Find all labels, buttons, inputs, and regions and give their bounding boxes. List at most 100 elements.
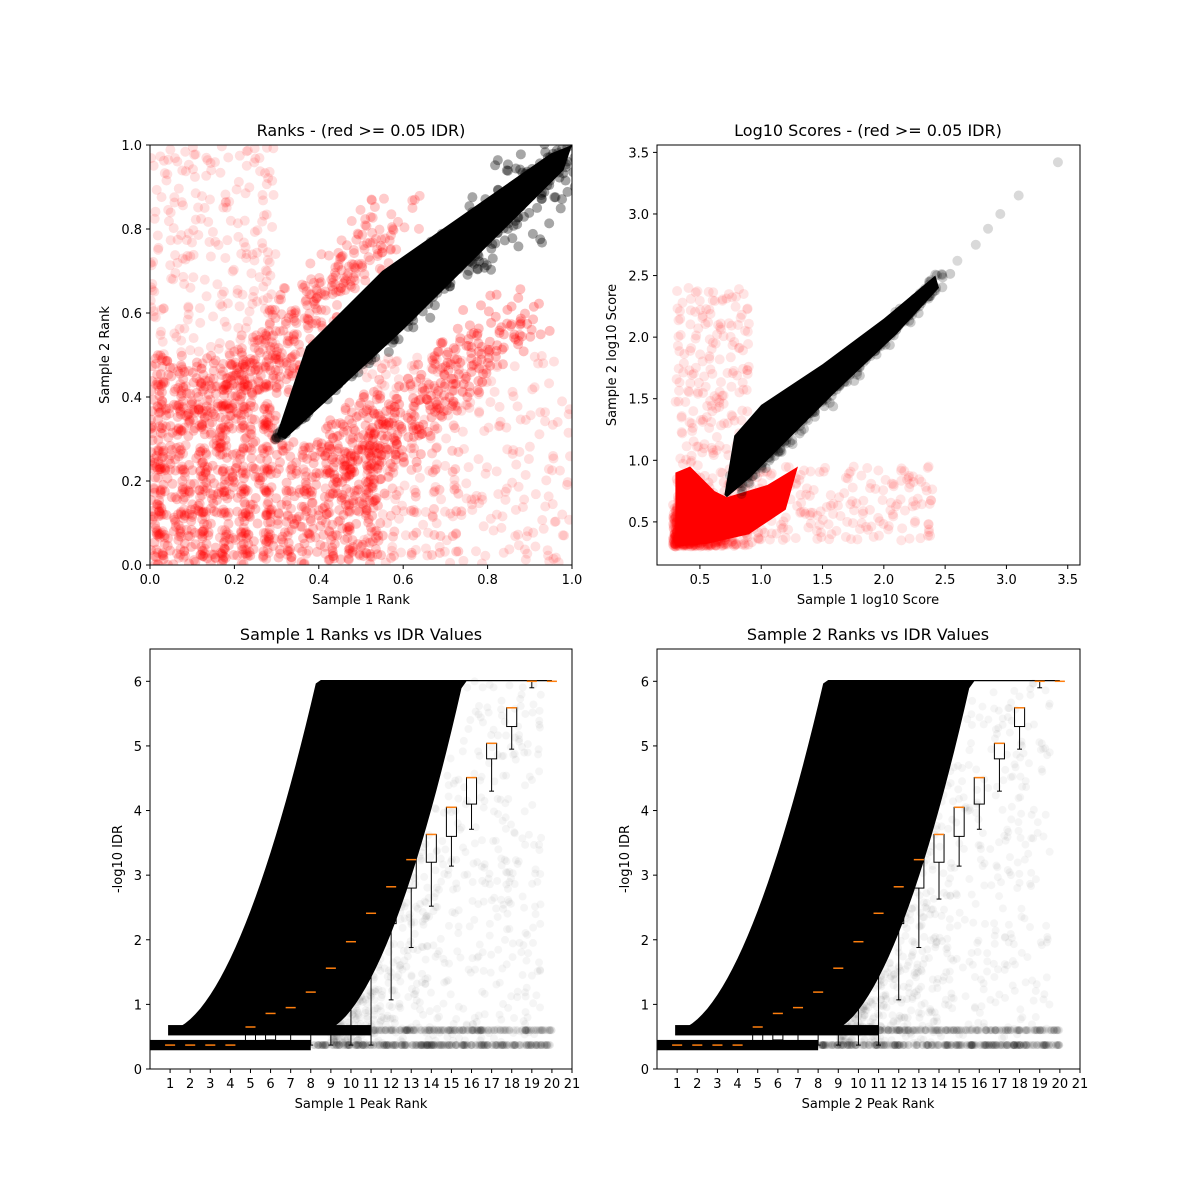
point-low-idr	[471, 362, 482, 373]
point-low-idr	[378, 423, 389, 434]
point-low-idr	[457, 426, 468, 437]
point-low-idr	[154, 403, 165, 414]
point-low-idr	[150, 153, 157, 164]
point-low-idr	[365, 471, 376, 482]
point-low-idr	[194, 485, 205, 496]
point-low-idr	[365, 551, 376, 562]
point-low-idr	[221, 447, 232, 458]
point-low-idr	[151, 551, 162, 562]
point-low-idr	[315, 446, 326, 457]
point-low-idr	[258, 344, 269, 355]
point-low-idr	[241, 545, 252, 556]
point-low-idr	[218, 401, 229, 412]
point-high-idr	[863, 347, 874, 358]
point-low-idr	[176, 509, 187, 520]
point-low-idr	[297, 521, 308, 532]
point-low-idr	[507, 448, 518, 459]
point-low-idr	[473, 389, 484, 400]
point-low-idr	[250, 464, 261, 475]
point-low-idr	[150, 206, 161, 217]
point-low-idr	[176, 385, 187, 396]
point-low-idr	[250, 153, 261, 164]
point-low-idr	[382, 444, 393, 455]
point-high-idr	[458, 256, 469, 267]
point-low-idr	[360, 420, 371, 431]
point-low-idr	[246, 445, 257, 456]
point-low-idr	[150, 511, 157, 522]
point-low-idr	[172, 257, 183, 268]
point-low-idr	[215, 167, 226, 178]
point-low-idr	[169, 399, 180, 410]
point-low-idr	[268, 373, 279, 384]
point-low-idr	[263, 464, 274, 475]
point-low-idr	[195, 402, 206, 413]
point-low-idr	[221, 452, 232, 463]
point-low-idr	[910, 516, 921, 527]
point-low-idr	[258, 528, 269, 539]
point-low-idr	[228, 482, 239, 493]
point-low-idr	[196, 363, 207, 374]
point-low-idr	[742, 303, 753, 314]
point-low-idr	[365, 460, 376, 471]
point-low-idr	[267, 350, 278, 361]
point-low-idr	[274, 544, 285, 555]
point-low-idr	[263, 354, 274, 365]
point-low-idr	[805, 518, 816, 529]
point-low-idr	[179, 366, 190, 377]
point-low-idr	[535, 329, 546, 340]
point-low-idr	[156, 510, 167, 521]
point-low-idr	[323, 441, 334, 452]
point-low-idr	[368, 386, 379, 397]
point-high-idr	[385, 308, 396, 319]
point-low-idr	[324, 443, 335, 454]
point-low-idr	[450, 344, 461, 355]
y-tick-label: 3.5	[628, 146, 649, 161]
point-low-idr	[153, 414, 164, 425]
point-low-idr	[291, 515, 302, 526]
panel-scores-xlabel: Sample 1 log10 Score	[797, 593, 939, 608]
point-low-idr	[286, 552, 297, 563]
point-low-idr	[178, 552, 189, 563]
point-high-idr	[873, 340, 884, 351]
point-low-idr	[897, 523, 908, 534]
point-high-idr	[407, 275, 418, 286]
point-low-idr	[150, 495, 156, 506]
point-low-idr	[244, 372, 255, 383]
point-low-idr	[240, 188, 251, 199]
point-low-idr	[328, 488, 339, 499]
point-low-idr	[400, 410, 411, 421]
point-low-idr	[173, 552, 184, 563]
point-low-idr	[217, 466, 228, 477]
point-low-idr	[207, 460, 218, 471]
point-low-idr	[150, 311, 159, 322]
point-low-idr	[338, 464, 349, 475]
point-low-idr	[536, 351, 547, 362]
point-low-idr	[353, 484, 364, 495]
point-low-idr	[725, 352, 736, 363]
point-low-idr	[327, 530, 338, 541]
point-low-idr	[325, 415, 336, 426]
y-tick-label: 2.5	[628, 270, 649, 285]
point-low-idr	[176, 425, 187, 436]
point-low-idr	[273, 354, 284, 365]
point-low-idr	[219, 389, 230, 400]
point-low-idr	[322, 467, 333, 478]
point-high-idr	[350, 333, 361, 344]
point-low-idr	[248, 437, 259, 448]
point-low-idr	[197, 445, 208, 456]
point-low-idr	[305, 258, 316, 269]
point-low-idr	[422, 394, 433, 405]
point-low-idr	[188, 425, 199, 436]
point-low-idr	[221, 527, 232, 538]
point-low-idr	[196, 422, 207, 433]
point-low-idr	[258, 281, 269, 292]
point-low-idr	[387, 541, 398, 552]
point-low-idr	[367, 227, 378, 238]
point-low-idr	[300, 471, 311, 482]
point-low-idr	[235, 449, 246, 460]
point-low-idr	[225, 358, 236, 369]
panel-scores-ylabel: Sample 2 log10 Score	[605, 284, 620, 426]
point-low-idr	[314, 468, 325, 479]
point-low-idr	[449, 474, 460, 485]
point-low-idr	[199, 551, 210, 562]
